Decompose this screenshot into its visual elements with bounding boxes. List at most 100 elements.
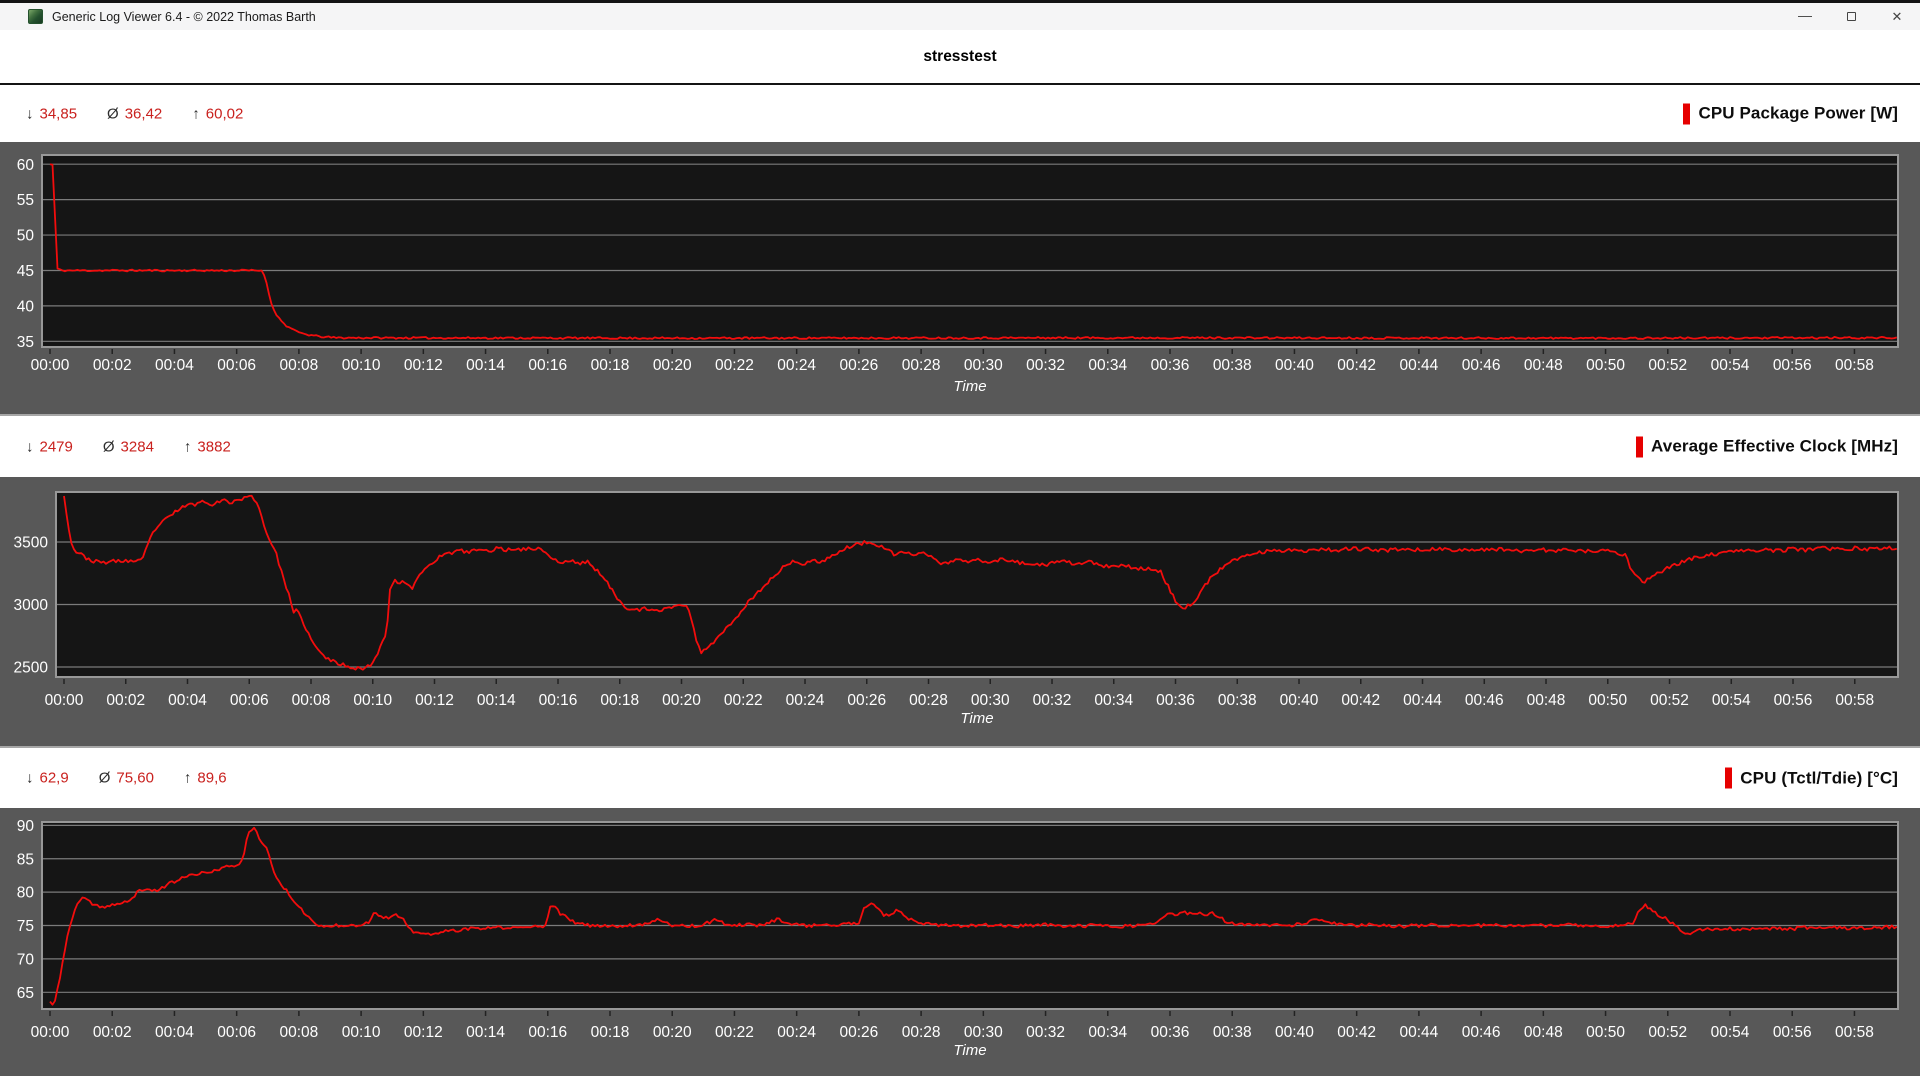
svg-text:00:12: 00:12: [404, 1024, 443, 1041]
svg-text:00:00: 00:00: [31, 357, 70, 374]
svg-text:00:34: 00:34: [1094, 692, 1133, 709]
page-title: stresstest: [923, 47, 997, 65]
svg-text:00:32: 00:32: [1026, 357, 1065, 374]
chart-plot-clock[interactable]: 3500 3000 2500 00:00 00:02 00:04 00:06 00:08 00:…: [0, 477, 1920, 746]
stat-max-value: 3882: [197, 438, 231, 455]
chart-plot-power[interactable]: 60 55 50 45 40 35 00:00 00:02 00:04 00:06 00:08 00:…: [0, 142, 1920, 414]
stat-min-value: 62,9: [39, 769, 69, 787]
svg-text:00:04: 00:04: [155, 1024, 194, 1041]
svg-text:00:44: 00:44: [1399, 1024, 1438, 1041]
svg-text:00:50: 00:50: [1586, 357, 1625, 374]
chart-plot-temperature[interactable]: 90 85 80 75 70 65 00:00 00:02 00:04 00:06 00:08 00:…: [0, 808, 1920, 1076]
svg-text:00:30: 00:30: [971, 692, 1010, 709]
chart-stats: ↓ 34,85 Ø 36,42 ↑ 60,02: [26, 105, 273, 122]
maximize-icon: [1846, 12, 1856, 21]
max-arrow-icon: ↑: [183, 769, 192, 787]
stat-avg-value: 3284: [120, 438, 154, 455]
min-arrow-icon: ↓: [26, 105, 34, 122]
svg-text:Time: Time: [960, 710, 993, 727]
svg-text:00:08: 00:08: [292, 692, 331, 709]
maximize-button[interactable]: [1828, 3, 1874, 30]
svg-text:00:42: 00:42: [1337, 1024, 1376, 1041]
svg-text:00:14: 00:14: [477, 692, 516, 709]
legend-color-bar: [1683, 103, 1691, 124]
svg-text:00:26: 00:26: [847, 692, 886, 709]
svg-text:00:18: 00:18: [591, 357, 630, 374]
stat-min-value: 2479: [39, 438, 73, 455]
svg-text:00:52: 00:52: [1648, 357, 1687, 374]
svg-text:00:08: 00:08: [279, 357, 318, 374]
svg-text:00:10: 00:10: [353, 692, 392, 709]
svg-text:00:56: 00:56: [1774, 692, 1813, 709]
svg-text:00:24: 00:24: [777, 1024, 816, 1041]
legend-label: CPU (Tctl/Tdie) [°C]: [1740, 768, 1898, 787]
svg-text:00:22: 00:22: [724, 692, 763, 709]
chart-section-temperature: ↓ 62,9 Ø 75,60 ↑ 89,6 CPU (Tctl/Tdie) [°C] …: [0, 746, 1920, 1076]
svg-text:00:26: 00:26: [839, 1024, 878, 1041]
svg-text:00:28: 00:28: [902, 357, 941, 374]
svg-text:00:02: 00:02: [93, 357, 132, 374]
svg-text:00:36: 00:36: [1151, 1024, 1190, 1041]
titlebar[interactable]: Generic Log Viewer 6.4 - © 2022 Thomas B…: [0, 3, 1920, 30]
close-button[interactable]: ✕: [1891, 8, 1903, 24]
svg-text:00:54: 00:54: [1711, 357, 1750, 374]
svg-text:00:42: 00:42: [1337, 357, 1376, 374]
chart-info-row: ↓ 2479 Ø 3284 ↑ 3882 Average Effective Cloc…: [0, 414, 1920, 477]
svg-text:80: 80: [17, 885, 35, 902]
svg-text:00:00: 00:00: [31, 1024, 70, 1041]
svg-text:00:22: 00:22: [715, 1024, 754, 1041]
chart-legend: Average Effective Clock [MHz]: [1636, 436, 1898, 457]
avg-icon: Ø: [102, 438, 115, 455]
svg-text:00:16: 00:16: [528, 1024, 567, 1041]
svg-text:00:20: 00:20: [653, 1024, 692, 1041]
header: stresstest: [0, 30, 1920, 83]
svg-text:Time: Time: [953, 378, 986, 395]
svg-text:85: 85: [17, 851, 34, 868]
svg-text:00:10: 00:10: [342, 357, 381, 374]
svg-text:00:32: 00:32: [1033, 692, 1072, 709]
svg-text:00:48: 00:48: [1527, 692, 1566, 709]
svg-text:00:00: 00:00: [45, 692, 84, 709]
svg-text:00:22: 00:22: [715, 357, 754, 374]
min-arrow-icon: ↓: [26, 769, 34, 787]
legend-label: CPU Package Power [W]: [1698, 103, 1898, 123]
svg-text:00:52: 00:52: [1648, 1024, 1687, 1041]
svg-text:00:40: 00:40: [1280, 692, 1319, 709]
svg-text:00:54: 00:54: [1712, 692, 1751, 709]
svg-text:00:16: 00:16: [528, 357, 567, 374]
svg-text:00:38: 00:38: [1213, 1024, 1252, 1041]
svg-text:40: 40: [17, 298, 35, 315]
svg-text:00:20: 00:20: [653, 357, 692, 374]
window-controls: — ✕: [1782, 3, 1920, 30]
chart-stats: ↓ 2479 Ø 3284 ↑ 3882: [26, 438, 261, 455]
svg-text:00:04: 00:04: [155, 357, 194, 374]
chart-stats: ↓ 62,9 Ø 75,60 ↑ 89,6: [26, 770, 257, 787]
legend-color-bar: [1725, 767, 1733, 789]
svg-text:00:56: 00:56: [1773, 357, 1812, 374]
stat-avg-value: 36,42: [124, 105, 163, 122]
svg-text:00:10: 00:10: [342, 1024, 381, 1041]
svg-text:00:36: 00:36: [1156, 692, 1195, 709]
svg-text:00:14: 00:14: [466, 1024, 505, 1041]
svg-text:00:20: 00:20: [662, 692, 701, 709]
svg-text:00:28: 00:28: [909, 692, 948, 709]
svg-text:90: 90: [17, 818, 35, 835]
svg-text:2500: 2500: [14, 660, 49, 677]
svg-text:00:44: 00:44: [1399, 357, 1438, 374]
svg-text:00:06: 00:06: [217, 357, 256, 374]
svg-text:00:18: 00:18: [600, 692, 639, 709]
header-divider: [0, 83, 1920, 85]
svg-text:00:24: 00:24: [777, 357, 816, 374]
svg-text:00:08: 00:08: [279, 1024, 318, 1041]
svg-text:00:46: 00:46: [1462, 1024, 1501, 1041]
svg-text:00:44: 00:44: [1403, 692, 1442, 709]
svg-text:00:18: 00:18: [591, 1024, 630, 1041]
max-arrow-icon: ↑: [192, 105, 200, 122]
svg-text:3000: 3000: [14, 597, 49, 614]
svg-text:75: 75: [17, 918, 34, 935]
chart-legend: CPU Package Power [W]: [1683, 103, 1898, 124]
window-top-border: [0, 0, 1920, 3]
svg-text:00:30: 00:30: [964, 1024, 1003, 1041]
minimize-button[interactable]: —: [1798, 6, 1812, 23]
svg-text:55: 55: [17, 192, 34, 209]
